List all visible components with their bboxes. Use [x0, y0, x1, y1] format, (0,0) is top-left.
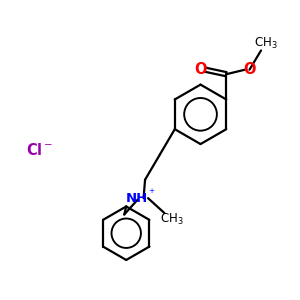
Text: CH$_3$: CH$_3$: [160, 212, 184, 227]
Text: O: O: [194, 62, 206, 77]
Text: $^+$: $^+$: [148, 189, 156, 199]
Text: O: O: [243, 62, 256, 77]
Text: NH: NH: [126, 192, 148, 205]
Text: CH$_3$: CH$_3$: [254, 35, 277, 51]
Text: Cl$^-$: Cl$^-$: [26, 142, 54, 158]
